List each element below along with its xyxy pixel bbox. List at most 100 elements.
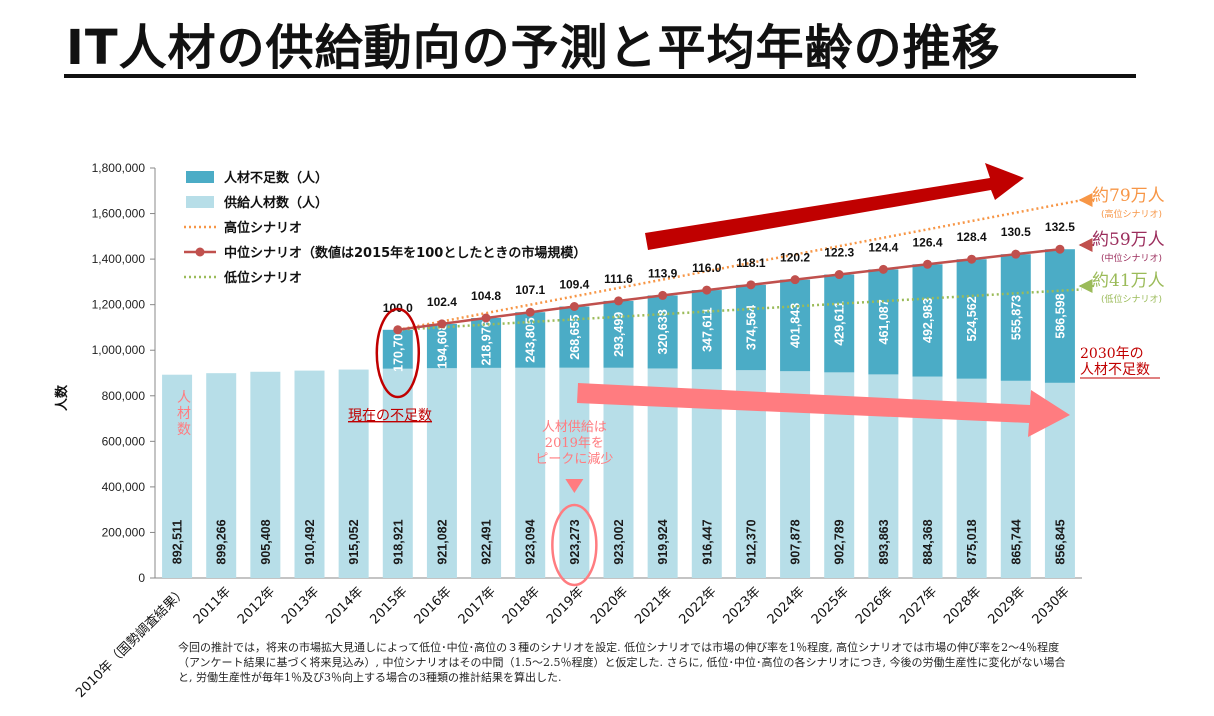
- page-title: IT人材の供給動向の予測と平均年齢の推移: [66, 20, 1001, 76]
- supply-data-label: 884,368: [921, 519, 935, 564]
- supply-data-label: 893,863: [877, 519, 891, 564]
- shortage-bar: [912, 264, 943, 377]
- supply-decline-arrow: [577, 383, 1070, 437]
- y-tick-label: 800,000: [102, 389, 146, 403]
- mid-index-label: 111.6: [604, 272, 633, 286]
- mid-index-label: 116.0: [692, 261, 722, 275]
- legend-shortage-swatch: [186, 171, 214, 183]
- supply-data-label: 907,878: [789, 519, 803, 564]
- mid-scenario-marker: [481, 313, 491, 323]
- legend-mid-marker: [195, 247, 205, 257]
- low-scenario-line: [397, 288, 1083, 332]
- shortage-2030-label-line: 人材不足数: [1080, 362, 1150, 378]
- high-scenario-line: [397, 198, 1083, 332]
- shortage-bar: [515, 312, 546, 368]
- shortage-data-label: 374,564: [744, 305, 758, 350]
- mid-scenario-marker: [746, 280, 756, 290]
- supply-bar: [162, 374, 193, 578]
- x-tick-label: 2029年: [985, 584, 1028, 627]
- supply-data-label: 865,744: [1009, 519, 1023, 564]
- x-tick-label: 2028年: [941, 584, 984, 627]
- x-tick-label: 2011年: [191, 584, 234, 627]
- low-end-sublabel: (低位シナリオ): [1101, 293, 1162, 305]
- legend-supply-label: 供給人材数（人）: [223, 195, 328, 211]
- x-tick-label: 2027年: [897, 584, 940, 627]
- left-supply-label-line: 数: [177, 422, 191, 438]
- mid-scenario-marker: [1011, 249, 1021, 259]
- supply-bar: [426, 368, 457, 578]
- supply-bar: [250, 371, 281, 578]
- shortage-bar: [956, 259, 987, 379]
- shortage-data-label: 268,655: [568, 314, 582, 359]
- mid-end-sublabel: (中位シナリオ): [1101, 252, 1162, 264]
- legend-shortage-label: 人材不足数（人）: [224, 170, 328, 186]
- y-tick-label: 1,200,000: [92, 298, 146, 312]
- legend-mid-label: 中位シナリオ（数値は2015年を100としたときの市場規模）: [224, 245, 586, 261]
- y-tick-label: 200,000: [102, 525, 146, 539]
- left-supply-label-line: 材: [177, 406, 191, 422]
- x-tick-label: 2025年: [809, 584, 852, 627]
- y-tick-label: 1,600,000: [92, 207, 146, 221]
- mid-scenario-marker: [923, 259, 932, 269]
- mid-scenario-line: [397, 247, 1061, 332]
- supply-bar: [338, 369, 369, 578]
- shortage-bar: [471, 317, 502, 368]
- y-tick-label: 1,800,000: [92, 161, 146, 175]
- x-tick-label: 2021年: [632, 584, 675, 627]
- shortage-bar: [868, 269, 899, 375]
- shortage-bar: [780, 279, 811, 372]
- x-tick-label: 2030年: [1030, 584, 1073, 627]
- shortage-data-label: 243,805: [524, 317, 538, 362]
- supply-data-label: 892,511: [171, 520, 185, 565]
- legend-low-label: 低位シナリオ: [223, 270, 302, 286]
- x-tick-label: 2010年（国勢調査結果）: [73, 584, 190, 701]
- peak-circle: [551, 503, 598, 587]
- shortage-data-label: 170,700: [391, 327, 405, 372]
- legend-high-label: 高位シナリオ: [224, 220, 302, 236]
- peak-label-line: ピークに減少: [535, 451, 613, 467]
- low-end-label: 約41万人: [1092, 271, 1165, 291]
- peak-label-line: 2019年を: [545, 436, 604, 451]
- x-tick-label: 2017年: [456, 584, 499, 627]
- shortage-bar: [1044, 249, 1075, 383]
- x-tick-label: 2020年: [588, 584, 631, 627]
- x-tick-label: 2023年: [721, 584, 764, 627]
- supply-data-label: 915,052: [347, 519, 361, 564]
- mid-index-label: 104.8: [471, 289, 501, 303]
- left-supply-label: 人材数: [177, 390, 191, 438]
- peak-label: 人材供給は 2019年をピークに減少: [535, 420, 613, 467]
- mid-index-label: 109.4: [559, 278, 589, 292]
- supply-data-label: 856,845: [1053, 519, 1067, 564]
- mid-scenario-marker: [393, 325, 403, 335]
- supply-data-label: 918,921: [391, 519, 405, 564]
- x-tick-label: 2022年: [676, 584, 719, 627]
- title-underline: [64, 74, 1136, 78]
- mid-scenario-marker: [658, 290, 668, 300]
- shortage-bar: [824, 274, 855, 373]
- y-tick-label: 400,000: [102, 480, 146, 494]
- shortage-data-label: 401,843: [789, 303, 803, 348]
- shortage-bar: [735, 284, 766, 371]
- mid-end-label: 約59万人: [1092, 230, 1165, 250]
- mid-index-label: 122.3: [824, 246, 854, 260]
- shortage-bar: [426, 323, 457, 369]
- y-tick-label: 1,000,000: [92, 343, 146, 357]
- mid-index-label: 118.1: [736, 256, 766, 270]
- supply-data-label: 923,002: [612, 519, 626, 564]
- mid-index-label: 128.4: [957, 230, 987, 244]
- mid-scenario-marker: [967, 254, 977, 264]
- mid-scenario-marker: [702, 285, 712, 295]
- y-tick-label: 0: [138, 571, 145, 585]
- supply-data-label: 916,447: [700, 519, 714, 564]
- shortage-data-label: 524,562: [965, 296, 979, 341]
- shortage-2030-box: [1077, 343, 1162, 379]
- shortage-data-label: 218,976: [480, 320, 494, 365]
- mid-index-label: 132.5: [1045, 220, 1075, 234]
- supply-data-label: 902,789: [833, 519, 847, 564]
- x-tick-label: 2012年: [235, 584, 278, 627]
- peak-label-line: 人材供給は: [542, 420, 607, 435]
- y-tick-label: 1,400,000: [92, 252, 146, 266]
- shortage-bar: [647, 295, 678, 369]
- mid-scenario-marker: [790, 275, 800, 285]
